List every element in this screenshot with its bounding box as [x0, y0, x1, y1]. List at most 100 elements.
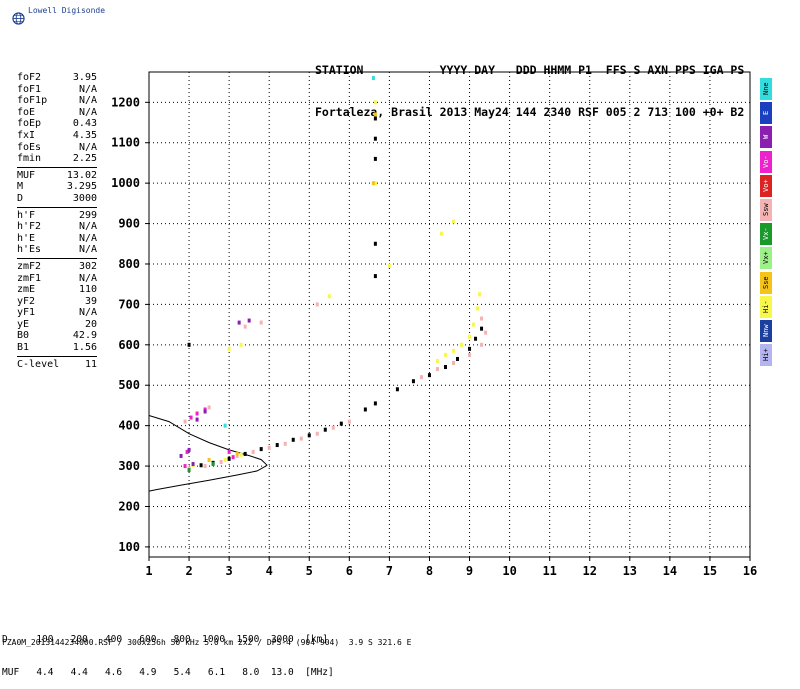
echo-point — [291, 437, 295, 442]
echo-point — [299, 436, 303, 441]
param-value: 302 — [78, 260, 97, 272]
muf-table: D 100 200 400 600 800 1000 1500 3000 [km… — [2, 612, 334, 689]
param-label: D — [17, 192, 24, 204]
param-row-foes: foEs N/A — [17, 142, 97, 154]
echo-point — [195, 417, 199, 422]
echo-point — [187, 447, 191, 452]
y-tick-label: 1100 — [111, 136, 140, 150]
header-line-1: STATION YYYY DAY DDD HHMM P1 FFS S AXN P… — [315, 63, 745, 77]
param-label: foE — [17, 106, 36, 118]
param-value: N/A — [78, 232, 97, 244]
param-label: h'F — [17, 209, 36, 221]
param-value: N/A — [78, 244, 97, 256]
echo-point — [373, 241, 377, 246]
echo-point — [460, 342, 464, 347]
echo-point — [227, 456, 231, 461]
param-row-hf: h'F 299 — [17, 210, 97, 222]
param-label: h'E — [17, 232, 36, 244]
echo-point — [185, 449, 189, 454]
param-label: zmF2 — [17, 260, 42, 272]
muf-table-distance-row: D 100 200 400 600 800 1000 1500 3000 [km… — [2, 634, 329, 645]
param-row-zmf2: zmF2 302 — [17, 261, 97, 273]
param-separator — [17, 257, 97, 259]
echo-point — [476, 306, 480, 311]
param-label: zmF1 — [17, 272, 42, 284]
echo-point — [183, 464, 187, 469]
param-row-he: h'E N/A — [17, 233, 97, 245]
globe-icon — [12, 12, 25, 25]
echo-point — [195, 411, 199, 416]
param-label: yE — [17, 318, 30, 330]
param-row-zme: zmE 110 — [17, 284, 97, 296]
legend-item-sse: Sse — [760, 271, 772, 294]
x-tick-label: 13 — [623, 564, 637, 578]
param-label: yF2 — [17, 295, 36, 307]
echo-point — [275, 443, 279, 448]
param-value: 299 — [78, 209, 97, 221]
echo-point — [327, 294, 331, 299]
param-row-muf: MUF 13.02 — [17, 170, 97, 182]
logo-text: Lowell Digisonde — [28, 6, 106, 15]
echo-point — [243, 451, 247, 456]
grid-layer — [149, 72, 750, 557]
density-profile — [148, 415, 268, 492]
echo-point — [235, 453, 239, 458]
echo-point — [371, 181, 375, 186]
echo-point — [443, 352, 447, 357]
echo-point — [395, 387, 399, 392]
param-value: 1.56 — [72, 342, 97, 354]
echo-point — [259, 320, 263, 325]
echo-point — [452, 219, 456, 224]
legend-item-e: E — [760, 102, 772, 125]
echo-point — [207, 405, 211, 410]
param-row-hes: h'Es N/A — [17, 244, 97, 256]
echo-point — [183, 419, 187, 424]
echo-point — [259, 447, 263, 452]
echo-point — [207, 458, 211, 462]
echo-point — [315, 302, 319, 307]
echo-point — [347, 419, 351, 424]
param-label: foF2 — [17, 72, 42, 83]
param-row-clevel: C-level 11 — [17, 359, 97, 371]
param-separator — [17, 166, 97, 168]
param-label: fmin — [17, 153, 42, 165]
param-label: M — [17, 181, 24, 193]
echo-point — [373, 274, 377, 279]
param-label: foF1 — [17, 83, 42, 95]
param-label: B0 — [17, 330, 30, 342]
echo-point — [439, 231, 443, 236]
param-value: N/A — [78, 307, 97, 319]
echo-point — [371, 76, 375, 81]
param-value: 42.9 — [72, 330, 97, 342]
echo-point — [187, 342, 191, 347]
file-info-footer: FZA0M_2013144234000.RSF / 300x256h 50 kH… — [2, 638, 412, 647]
param-label: foF1p — [17, 95, 48, 107]
echo-point — [435, 358, 439, 363]
param-value: 3.295 — [66, 181, 97, 193]
muf-table-muf-row: MUF 4.4 4.4 4.6 4.9 5.4 6.1 8.0 13.0 [MH… — [2, 667, 334, 678]
legend-item-hiplus: Hi+ — [760, 344, 772, 367]
param-label: h'F2 — [17, 221, 42, 233]
param-value: 39 — [84, 295, 97, 307]
station-header: STATION YYYY DAY DDD HHMM P1 FFS S AXN P… — [315, 35, 744, 133]
ionogram-chart: 1 2 3 4 5 6 7 8 9 10 11 12 13 14 15 1610020030040050060… — [111, 71, 757, 578]
param-value: 13.02 — [66, 169, 97, 181]
echo-point — [203, 464, 207, 469]
x-tick-label: 2 — [185, 564, 192, 578]
echo-point — [373, 181, 377, 186]
param-value: 4.35 — [72, 129, 97, 141]
echo-point — [251, 449, 255, 454]
legend-item-vxplus: Vx+ — [760, 247, 772, 270]
echo-point — [307, 433, 311, 438]
x-tick-label: 9 — [466, 564, 473, 578]
x-tick-label: 8 — [426, 564, 433, 578]
legend-item-nnw: Nnw — [760, 320, 772, 342]
x-tick-label: 4 — [266, 564, 273, 578]
param-value: 3.95 — [72, 72, 97, 83]
x-tick-label: 15 — [703, 564, 717, 578]
echo-point — [456, 356, 460, 361]
echo-point — [480, 316, 484, 321]
plot-frame — [148, 71, 751, 558]
lowell-digisonde-logo: Lowell Digisonde — [6, 4, 105, 25]
x-tick-label: 6 — [346, 564, 353, 578]
